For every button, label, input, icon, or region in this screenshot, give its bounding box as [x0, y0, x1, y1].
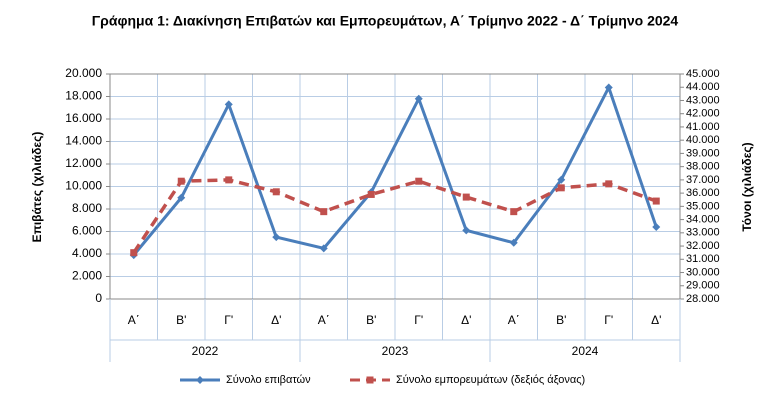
series-line: [132, 178, 657, 254]
x-tick-label: Δ': [461, 313, 471, 327]
y2-tick-label: 32.000: [686, 240, 720, 252]
marker: [367, 190, 375, 198]
y2-tick-label: 34.000: [686, 213, 720, 225]
legend-label: Σύνολο εμπορευμάτων (δεξιός άξονας): [396, 374, 585, 386]
marker: [557, 175, 566, 184]
y-tick-label: 14.000: [65, 134, 102, 148]
marker: [319, 244, 328, 253]
y-tick-label: 8.000: [72, 201, 102, 215]
y-tick-label: 20.000: [65, 66, 102, 80]
x-tick-label: Δ': [271, 313, 281, 327]
x-group-label: 2023: [382, 344, 409, 358]
marker: [462, 193, 470, 201]
y-tick-label: 4.000: [72, 246, 102, 260]
y2-tick-label: 28.000: [686, 293, 720, 305]
marker: [605, 180, 613, 188]
x-group-label: 2024: [572, 344, 599, 358]
marker: [509, 238, 518, 247]
marker: [224, 100, 233, 109]
y-tick-label: 10.000: [65, 179, 102, 193]
y2-tick-label: 38.000: [686, 161, 720, 173]
y2-tick-label: 42.000: [686, 108, 720, 120]
marker: [510, 208, 518, 216]
marker: [414, 94, 423, 103]
marker: [652, 223, 661, 231]
marker: [177, 177, 185, 185]
y-tick-label: 6.000: [72, 224, 102, 238]
y2-tick-label: 39.000: [686, 147, 720, 159]
legend-marker: [366, 376, 374, 384]
series-line: [132, 83, 658, 257]
x-tick-label: Γ': [604, 313, 613, 327]
chart-title: Γράφημα 1: Διακίνηση Επιβατών και Εμπορε…: [92, 13, 679, 29]
x-tick-label: Α΄: [318, 313, 330, 327]
marker: [652, 197, 660, 205]
y-tick-label: 0: [95, 291, 102, 305]
marker: [225, 176, 233, 184]
y-tick-label: 18.000: [65, 89, 102, 103]
x-tick-label: Α΄: [508, 313, 520, 327]
marker: [177, 193, 186, 202]
x-tick-label: Δ': [651, 313, 661, 327]
marker: [320, 208, 328, 216]
y2-tick-label: 35.000: [686, 200, 720, 212]
y-tick-label: 16.000: [65, 111, 102, 125]
y-tick-label: 2.000: [72, 269, 102, 283]
x-tick-label: Β': [366, 313, 376, 327]
y2-tick-label: 29.000: [686, 280, 720, 292]
x-tick-label: Γ': [414, 313, 423, 327]
y2-tick-label: 30.000: [686, 266, 720, 278]
marker: [462, 226, 471, 235]
x-tick-label: Β': [176, 313, 186, 327]
y2-tick-label: 45.000: [686, 68, 720, 80]
y2-tick-label: 40.000: [686, 134, 720, 146]
x-tick-label: Β': [556, 313, 566, 327]
y2-tick-label: 33.000: [686, 227, 720, 239]
x-group-label: 2022: [192, 344, 219, 358]
y2-tick-label: 43.000: [686, 94, 720, 106]
marker: [130, 249, 138, 257]
marker: [604, 83, 613, 92]
y-axis-title: Επιβάτες (χιλιάδες): [30, 132, 44, 243]
marker: [557, 184, 565, 192]
marker: [272, 233, 281, 242]
y2-tick-label: 31.000: [686, 253, 720, 265]
y2-axis-title: Τόνοι (χιλιάδες): [740, 142, 754, 231]
y2-tick-label: 41.000: [686, 121, 720, 133]
y2-tick-label: 37.000: [686, 174, 720, 186]
x-tick-label: Γ': [224, 313, 233, 327]
y2-tick-label: 36.000: [686, 187, 720, 199]
y-tick-label: 12.000: [65, 156, 102, 170]
legend-label: Σύνολο επιβατών: [226, 374, 311, 386]
legend-marker: [196, 376, 204, 384]
marker: [415, 177, 423, 185]
y2-tick-label: 44.000: [686, 81, 720, 93]
marker: [272, 188, 280, 196]
x-tick-label: Α΄: [128, 313, 140, 327]
